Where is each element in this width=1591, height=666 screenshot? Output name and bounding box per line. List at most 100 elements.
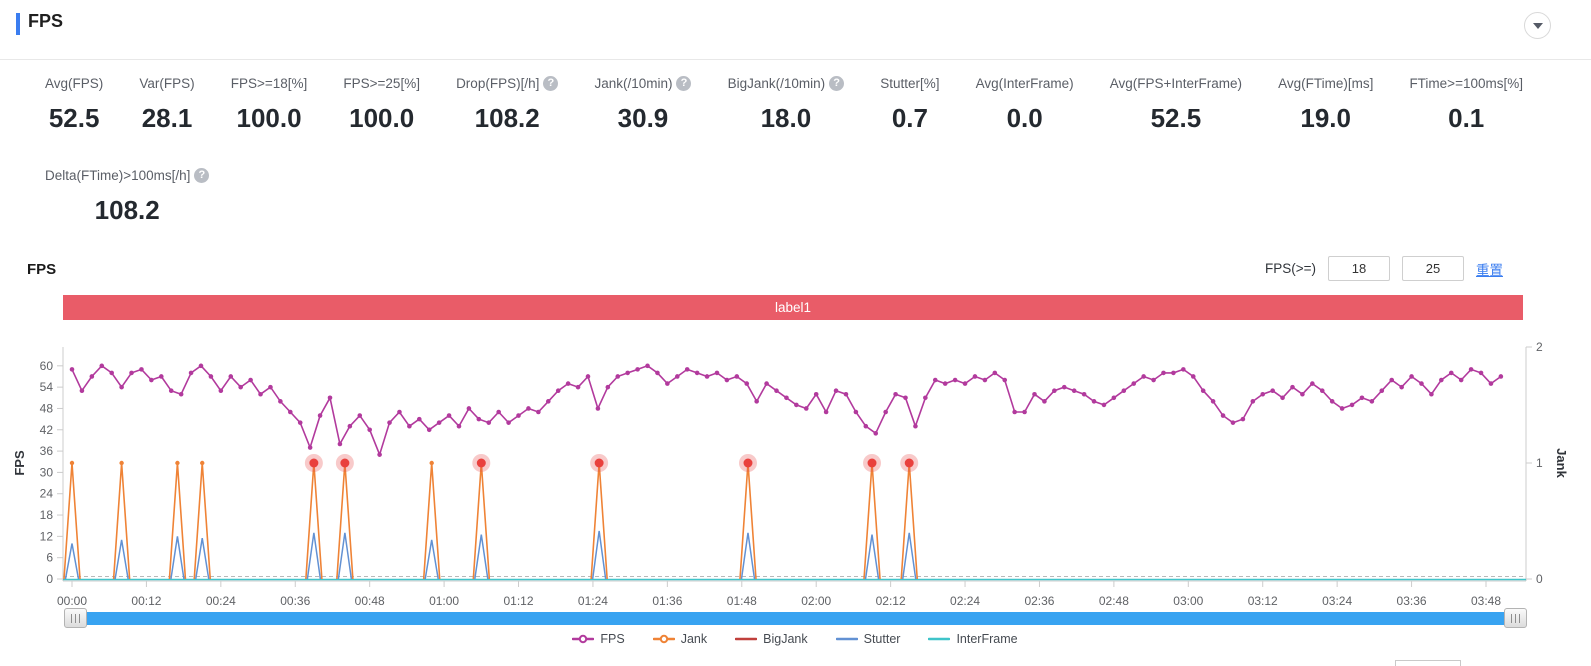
svg-text:01:00: 01:00 [429,594,459,608]
metric-value: 52.5 [48,103,100,133]
metric-label: FPS>=18[%] [230,76,308,91]
svg-text:01:36: 01:36 [652,594,682,608]
help-icon[interactable]: ? [676,76,692,91]
svg-text:00:36: 00:36 [280,594,310,608]
svg-text:01:24: 01:24 [578,594,608,608]
svg-text:0: 0 [1536,572,1543,586]
legend-item-stutter[interactable]: Stutter [835,632,901,646]
metric-bigjank-10min-: BigJank(/10min)? 18.0 [728,76,845,134]
metric-value: 18.0 [760,103,812,133]
svg-text:02:00: 02:00 [801,594,831,608]
metric-fps-25-: FPS>=25[%] 100.0 [343,76,420,134]
chart-range-scrollbar [64,607,1527,629]
svg-text:00:24: 00:24 [206,594,236,608]
svg-text:36: 36 [40,444,54,458]
legend-label: FPS [600,632,625,646]
metrics-row-1: Avg(FPS) 52.5 Var(FPS) 28.1 FPS>=18[%] 100.0 F… [45,76,1523,134]
fps-threshold-max-input[interactable] [1402,256,1464,281]
legend-label: InterFrame [956,632,1018,646]
svg-text:01:12: 01:12 [504,594,534,608]
grip-icon [1511,613,1520,623]
svg-text:2: 2 [1536,340,1543,354]
legend-marker-icon [652,634,675,644]
help-icon[interactable]: ? [829,76,845,91]
svg-text:03:48: 03:48 [1471,594,1501,608]
svg-text:00:12: 00:12 [131,594,161,608]
metric-label: Drop(FPS)[/h]? [456,76,559,91]
title-accent-bar [16,13,20,35]
chart-legend: FPS Jank BigJank Stutter InterFrame [63,632,1527,646]
legend-marker-icon [835,637,858,641]
legend-label: Jank [680,632,708,646]
legend-marker-icon [572,634,595,644]
svg-text:24: 24 [40,487,54,501]
legend-item-interframe[interactable]: InterFrame [928,632,1018,646]
chart-section-title: FPS [27,261,57,278]
legend-item-bigjank[interactable]: BigJank [735,632,808,646]
legend-marker-icon [928,637,951,641]
svg-text:02:36: 02:36 [1024,594,1054,608]
help-icon[interactable]: ? [194,168,210,183]
page-title: FPS [28,11,64,31]
metric-label: Var(FPS) [139,76,195,91]
metric-delta-ftime-100ms-h-: Delta(FTime)>100ms[/h]? 108.2 [45,168,210,226]
metrics-row-2: Delta(FTime)>100ms[/h]? 108.2 [45,168,210,226]
svg-text:6: 6 [46,551,53,565]
metric-value: 108.2 [474,103,540,133]
metric-value: 0.0 [1006,103,1043,133]
metric-stutter-: Stutter[%] 0.7 [880,76,939,134]
svg-text:03:12: 03:12 [1248,594,1278,608]
svg-text:02:48: 02:48 [1099,594,1129,608]
metric-value: 108.2 [94,195,160,225]
metric-label: Jank(/10min)? [594,76,692,91]
scrollbar-left-handle[interactable] [64,608,87,628]
help-icon[interactable]: ? [543,76,559,91]
svg-text:42: 42 [40,423,54,437]
legend-item-fps[interactable]: FPS [572,632,625,646]
metric-label: BigJank(/10min)? [728,76,845,91]
svg-text:03:36: 03:36 [1397,594,1427,608]
fps-threshold-min-input[interactable] [1328,256,1390,281]
metric-value: 28.1 [141,103,193,133]
svg-text:Jank: Jank [1554,448,1569,478]
svg-text:FPS: FPS [12,450,27,476]
cutoff-control-box[interactable] [1395,660,1461,666]
metric-avg-fps-: Avg(FPS) 52.5 [45,76,103,134]
header-divider [0,59,1591,60]
svg-text:00:00: 00:00 [57,594,87,608]
legend-label: BigJank [763,632,808,646]
metric-label: Delta(FTime)>100ms[/h]? [45,168,210,183]
svg-text:48: 48 [40,401,54,415]
metric-label: FTime>=100ms[%] [1409,76,1523,91]
legend-label: Stutter [863,632,901,646]
label-banner-text: label1 [774,300,812,315]
svg-text:03:00: 03:00 [1173,594,1203,608]
metric-value: 0.7 [891,103,928,133]
scrollbar-track[interactable] [87,611,1504,625]
scrollbar-right-handle[interactable] [1504,608,1527,628]
metric-avg-ftime-ms-: Avg(FTime)[ms] 19.0 [1278,76,1373,134]
label-banner: label1 [63,295,1523,320]
metric-label: Stutter[%] [880,76,940,91]
svg-text:1: 1 [1536,456,1543,470]
svg-text:30: 30 [40,465,54,479]
svg-text:02:24: 02:24 [950,594,980,608]
metric-value: 100.0 [236,103,302,133]
metric-jank-10min-: Jank(/10min)? 30.9 [594,76,692,134]
metric-value: 100.0 [349,103,415,133]
svg-text:12: 12 [40,529,54,543]
metric-label: Avg(InterFrame) [975,76,1074,91]
reset-link[interactable]: 重置 [1476,262,1503,278]
metric-value: 19.0 [1300,103,1351,133]
svg-text:54: 54 [40,380,54,394]
metric-value: 30.9 [617,103,669,133]
fps-threshold-controls: FPS(>=) 重置 [1265,256,1503,281]
collapse-panel-button[interactable] [1524,12,1551,39]
metric-label: Avg(FPS+InterFrame) [1109,76,1242,91]
metric-label: Avg(FTime)[ms] [1278,76,1374,91]
metric-value: 52.5 [1150,103,1202,133]
metric-value: 0.1 [1448,103,1485,133]
legend-item-jank[interactable]: Jank [652,632,708,646]
